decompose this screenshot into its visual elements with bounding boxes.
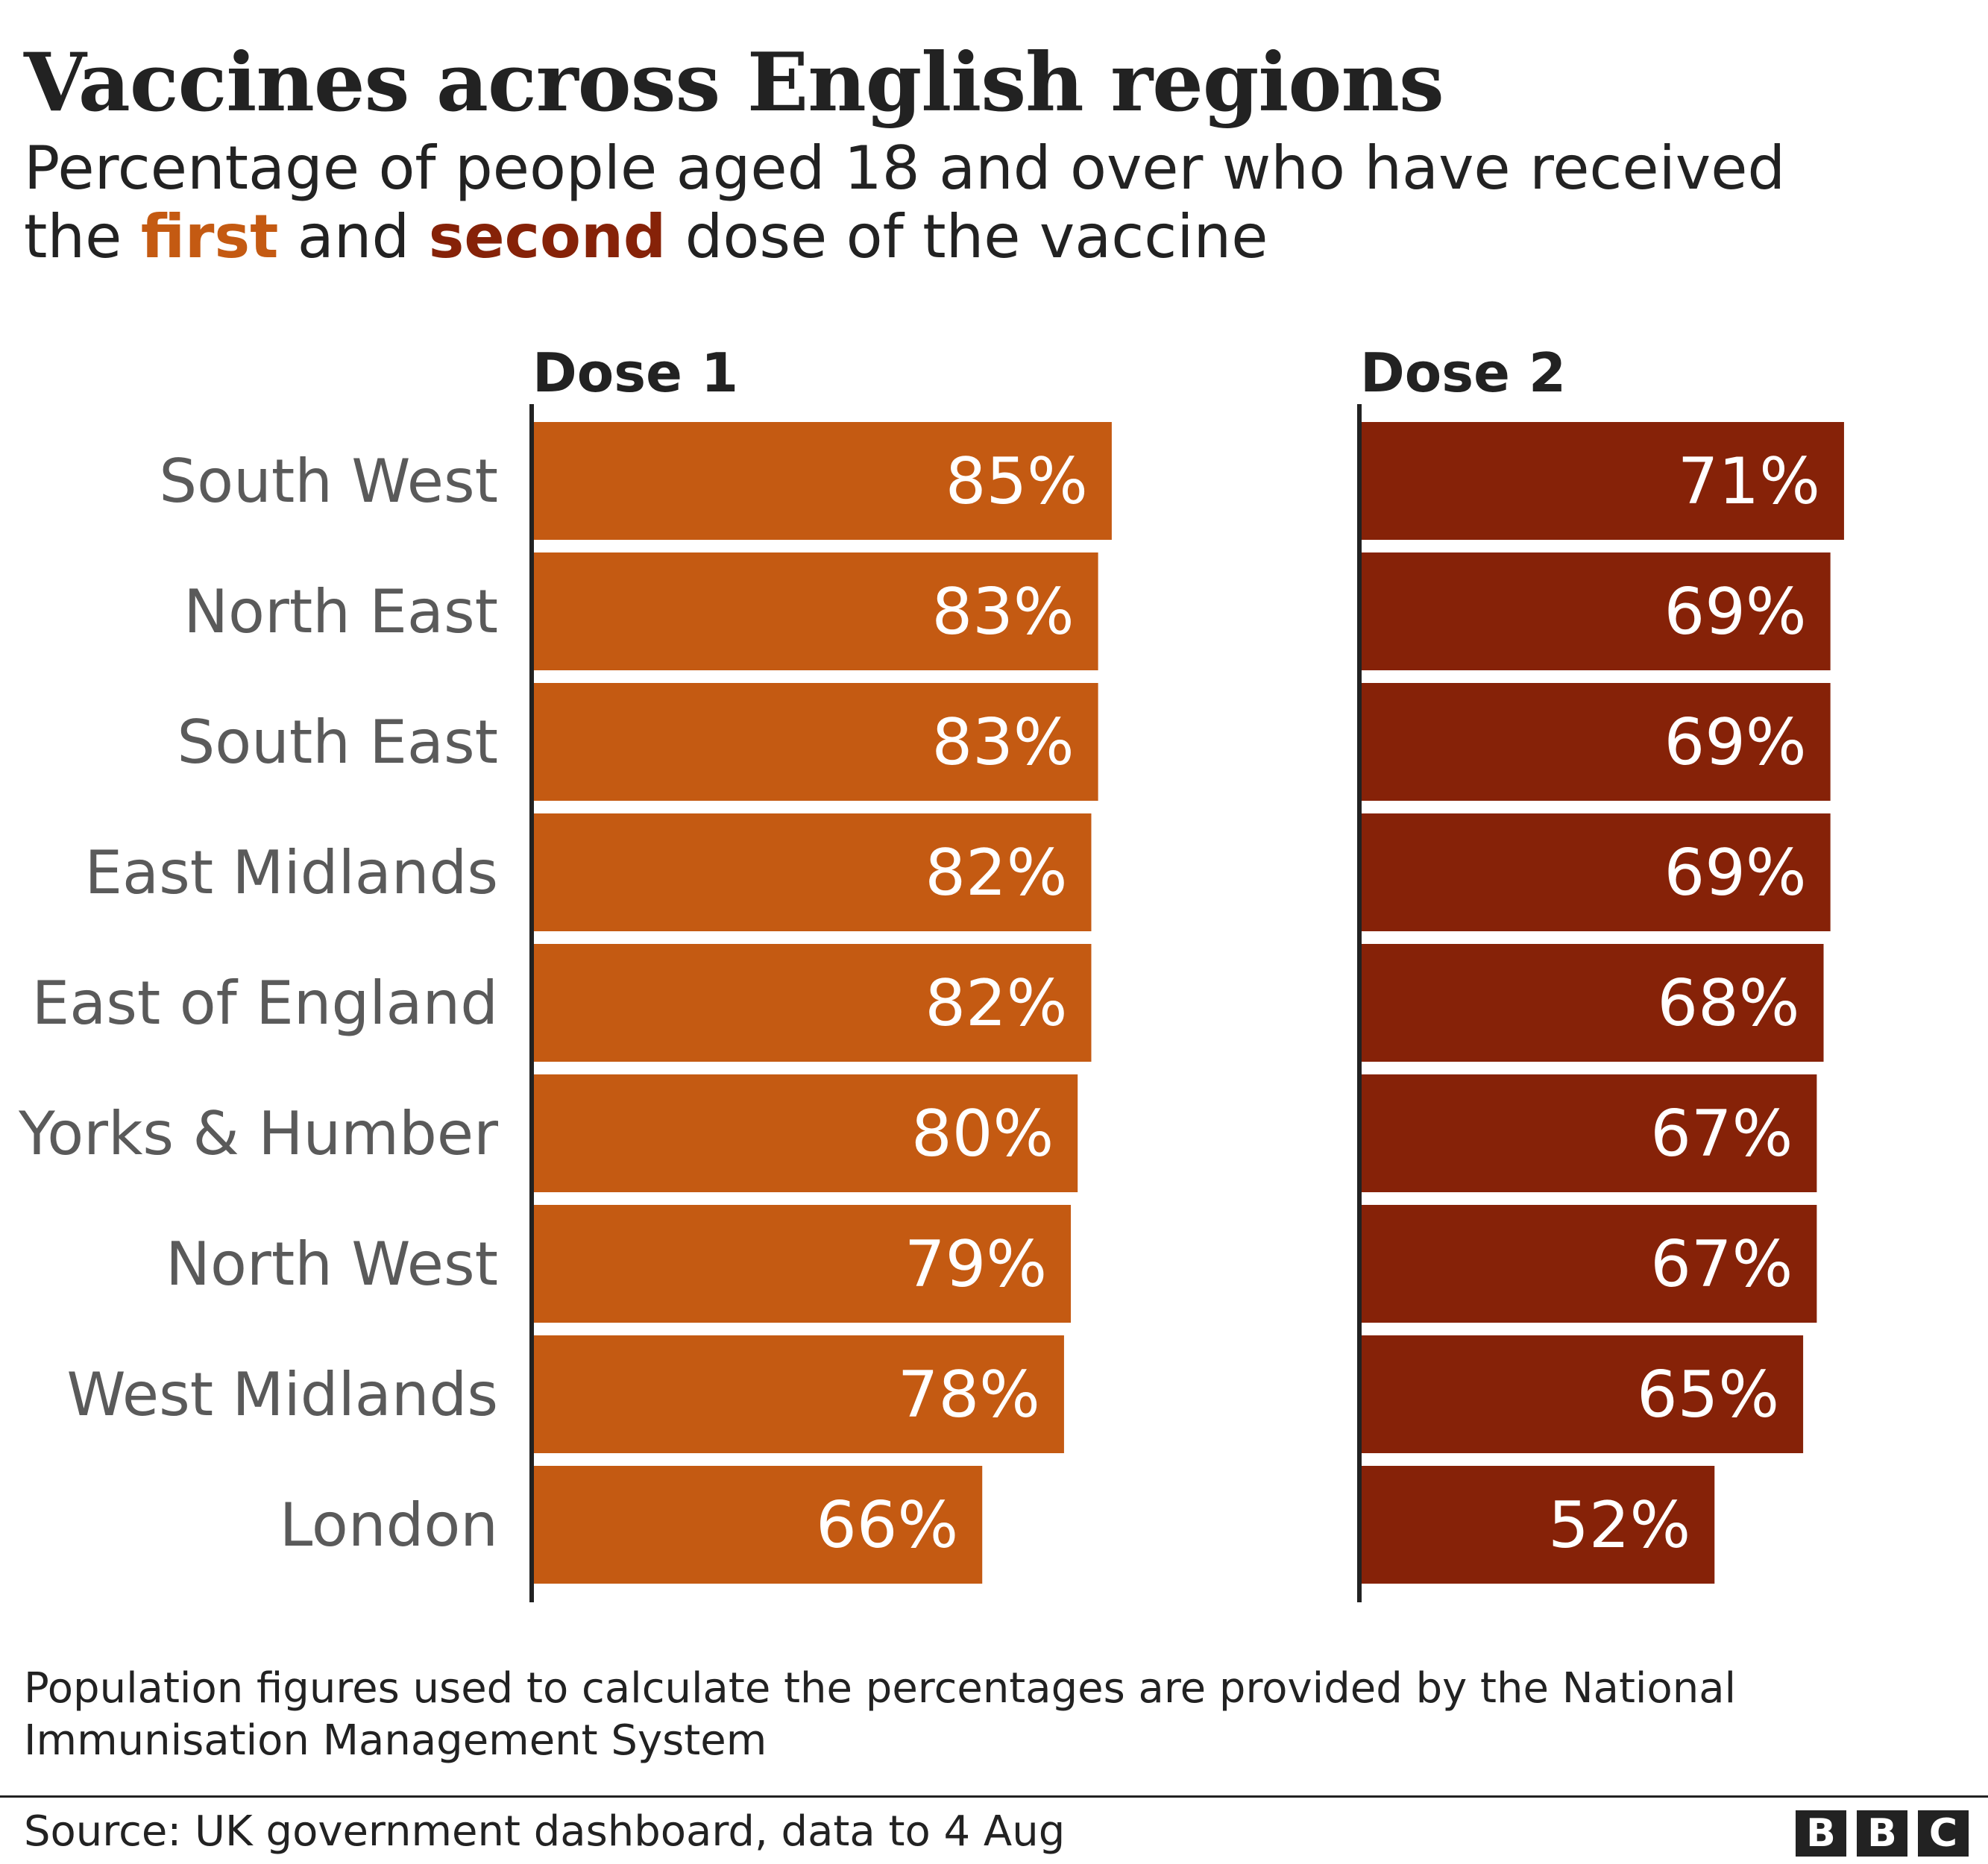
category-label: East Midlands — [85, 838, 499, 907]
category-label: North East — [183, 577, 498, 646]
category-label: South West — [159, 447, 498, 516]
footer-divider — [0, 1795, 1988, 1798]
category-label: West Midlands — [66, 1360, 498, 1429]
bar-value-label: 78% — [898, 1358, 1040, 1432]
category-label: South East — [177, 708, 498, 777]
bar — [532, 1205, 1072, 1323]
category-label: North West — [166, 1229, 498, 1299]
bar-value-label: 65% — [1637, 1358, 1779, 1432]
logo-block-3: C — [1918, 1810, 1969, 1857]
bar-value-label: 67% — [1650, 1097, 1793, 1171]
bar-chart: South West North East South East East Midla… — [0, 328, 1988, 1625]
bar-chart-svg: South West North East South East East Midla… — [18, 341, 1844, 1602]
bar-value-label: 69% — [1664, 705, 1807, 780]
subtitle-first-highlight: first — [140, 202, 279, 271]
bar — [532, 1335, 1064, 1453]
bar — [1360, 813, 1831, 931]
bar — [1360, 1205, 1817, 1323]
footnote: Population figures used to calculate the… — [24, 1664, 1737, 1765]
bar-value-label: 68% — [1657, 966, 1799, 1041]
bar-value-label: 66% — [816, 1488, 958, 1563]
bar-value-label: 52% — [1548, 1488, 1690, 1563]
subtitle-pre: the — [24, 202, 141, 271]
bar-value-label: 82% — [925, 966, 1067, 1041]
category-label: Yorks & Humber — [18, 1099, 498, 1168]
logo-block-1: B — [1796, 1810, 1846, 1857]
bar-value-label: 71% — [1678, 444, 1820, 519]
bar-value-label: 69% — [1664, 575, 1807, 649]
bar-value-label: 79% — [905, 1227, 1047, 1302]
chart-subtitle: Percentage of people aged 18 and over wh… — [24, 134, 1933, 271]
bar-value-label: 85% — [946, 444, 1088, 519]
bar — [1360, 683, 1831, 801]
category-label: East of England — [32, 969, 498, 1038]
category-label: London — [280, 1490, 498, 1560]
bar — [532, 813, 1092, 931]
axis-line — [529, 404, 534, 1602]
bar-value-label: 67% — [1650, 1227, 1793, 1302]
subtitle-line-1: Percentage of people aged 18 and over wh… — [24, 133, 1786, 203]
bar-value-label: 80% — [911, 1097, 1054, 1171]
bar-value-label: 82% — [925, 836, 1067, 910]
bar-value-label: 83% — [931, 705, 1074, 780]
bar — [532, 422, 1112, 540]
bar — [1360, 422, 1844, 540]
bar — [1360, 1466, 1715, 1584]
bar — [1360, 552, 1831, 670]
bar — [1360, 944, 1824, 1062]
bar-value-label: 83% — [931, 575, 1074, 649]
panel-heading: Dose 2 — [1360, 341, 1566, 404]
subtitle-post: dose of the vaccine — [666, 202, 1268, 271]
source-text: Source: UK government dashboard, data to… — [24, 1807, 1066, 1856]
bar — [1360, 1335, 1804, 1453]
bar — [532, 944, 1092, 1062]
bar — [532, 1466, 983, 1584]
bar — [532, 683, 1098, 801]
axis-line — [1357, 404, 1362, 1602]
bar-value-label: 69% — [1664, 836, 1807, 910]
subtitle-second-highlight: second — [428, 202, 667, 271]
chart-title: Vaccines across English regions — [24, 36, 1444, 130]
bar — [532, 552, 1098, 670]
subtitle-mid: and — [278, 202, 429, 271]
panel-heading: Dose 1 — [532, 341, 738, 404]
logo-block-2: B — [1857, 1810, 1907, 1857]
bbc-logo: B B C — [1796, 1810, 1969, 1857]
bar — [532, 1074, 1078, 1192]
bar — [1360, 1074, 1817, 1192]
